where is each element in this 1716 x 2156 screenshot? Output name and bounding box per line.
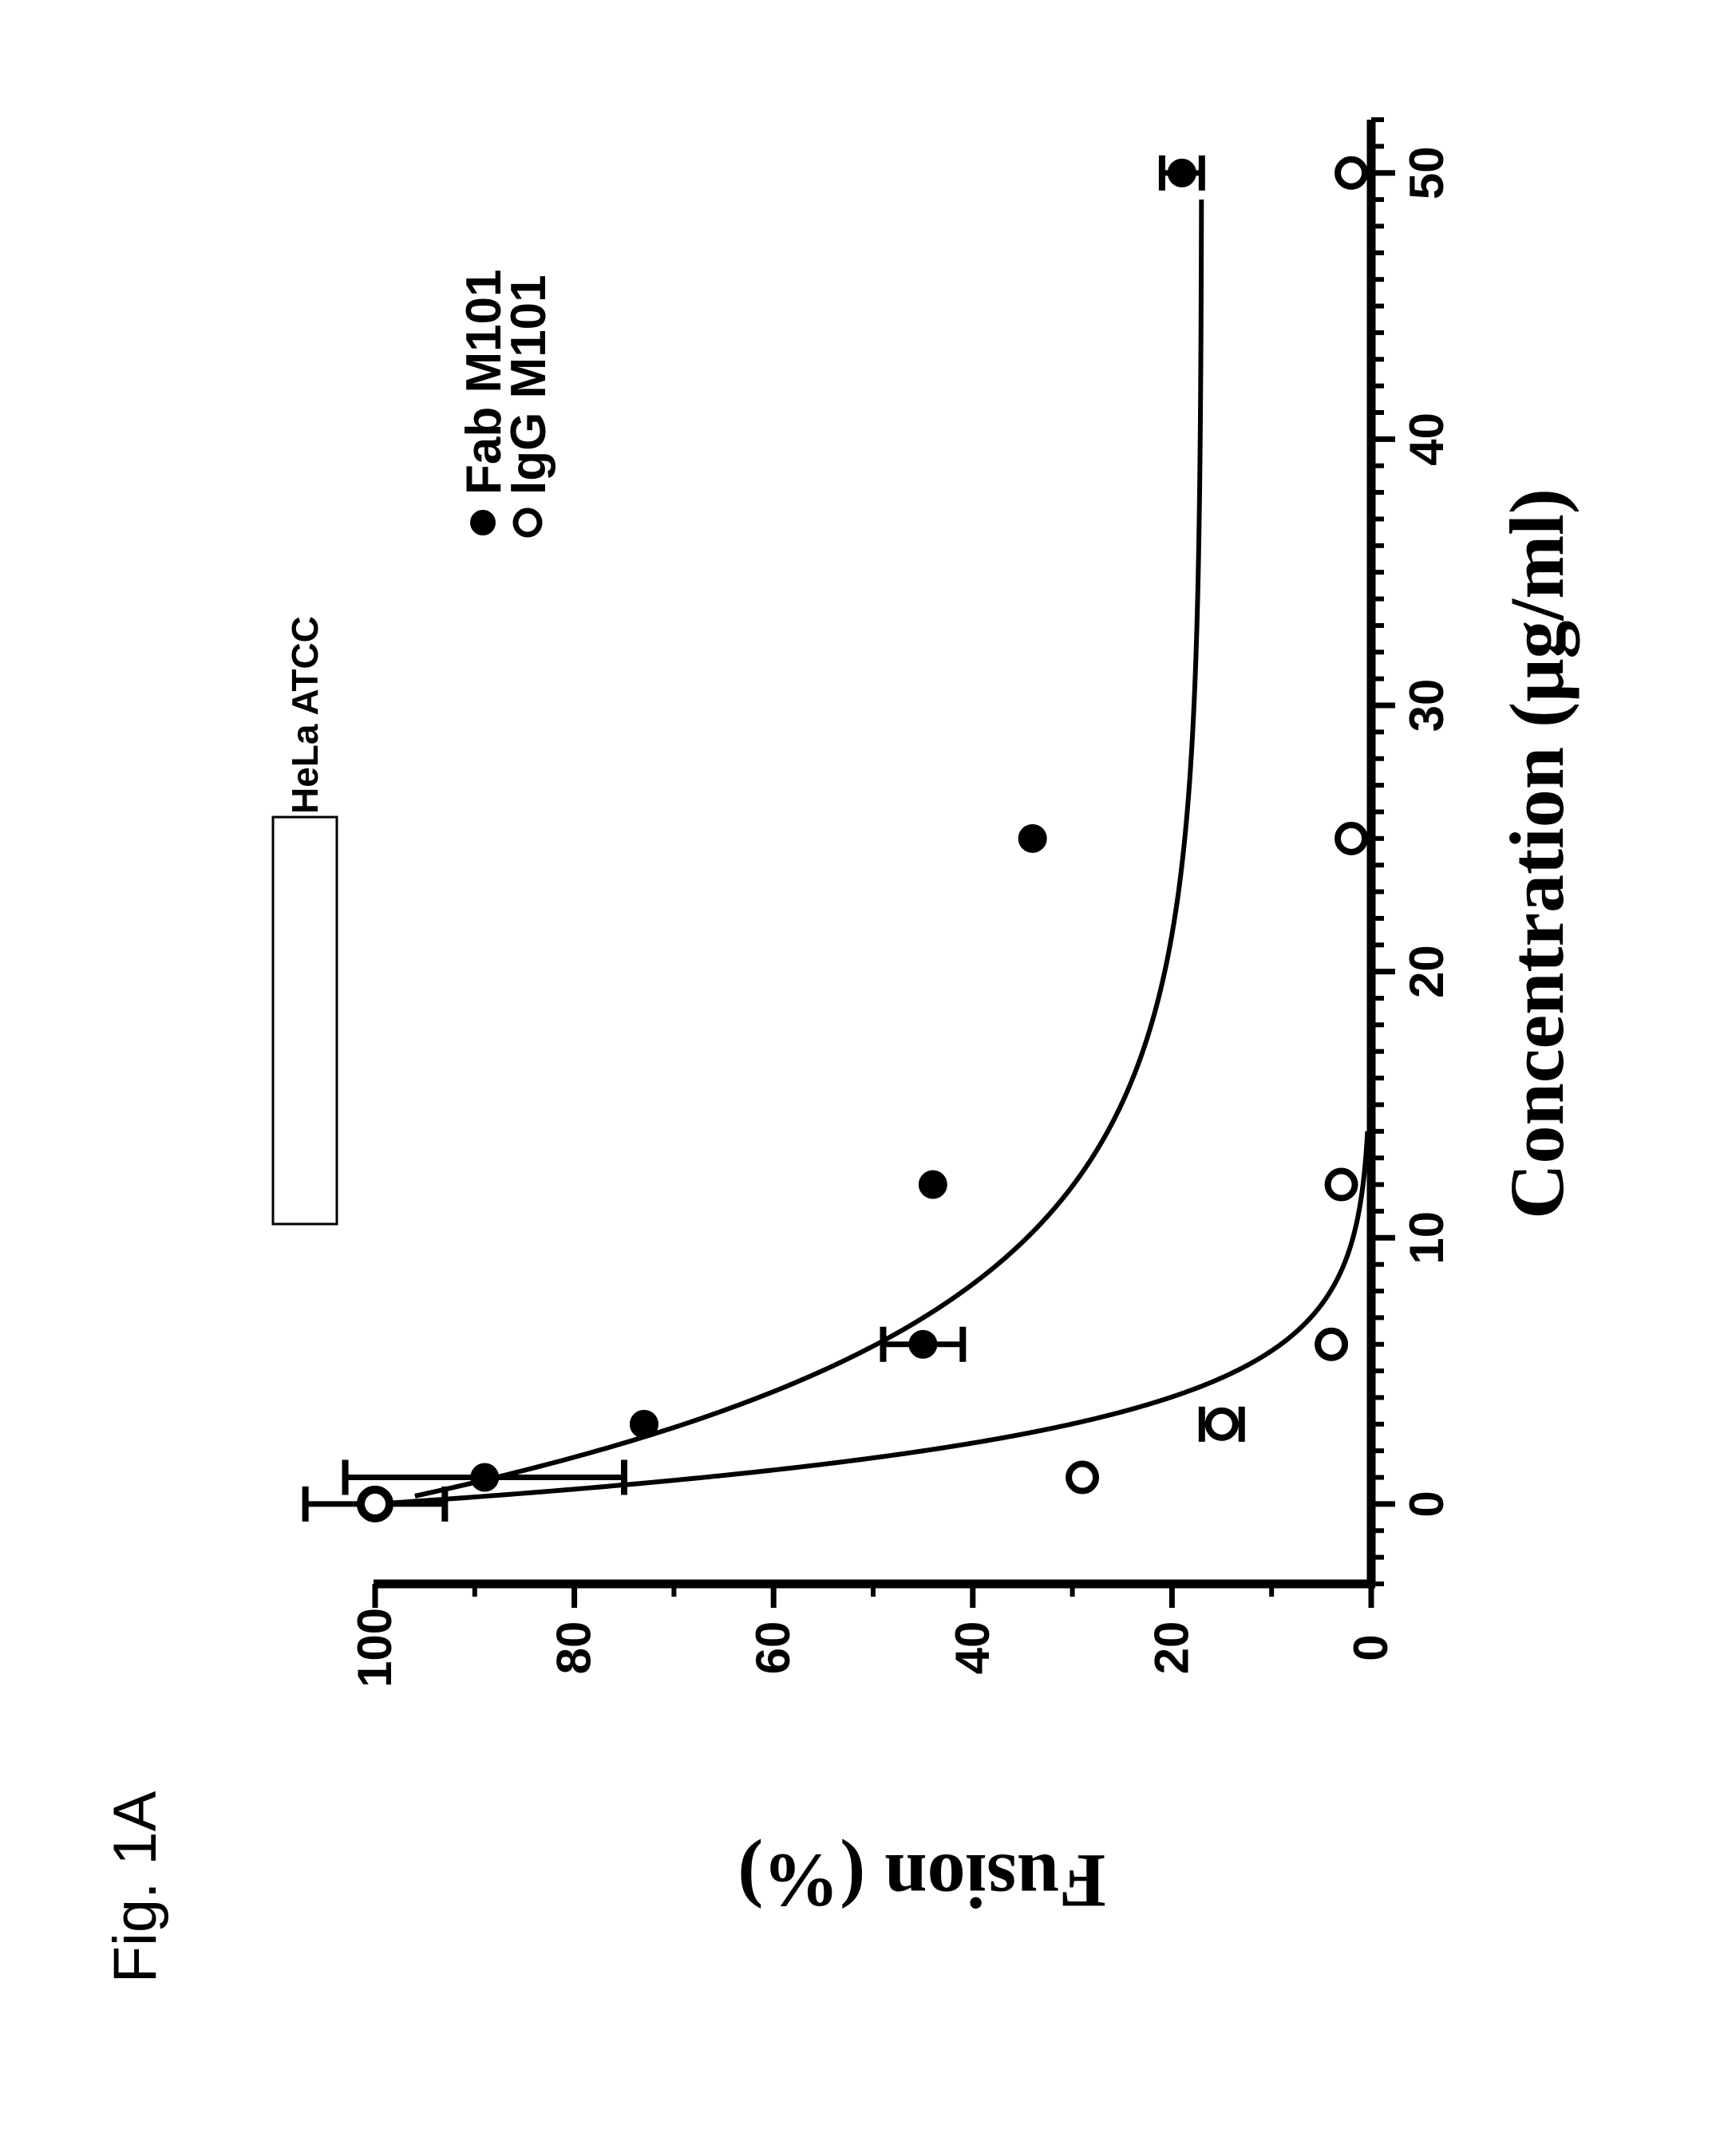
y-tick-label: 40 [946,1621,999,1675]
x-tick-label: 40 [1400,413,1453,466]
igg-data-point [1328,1171,1355,1198]
fab-data-point [1168,160,1196,187]
legend-label: IgG M101 [501,274,556,495]
x-tick-label: 30 [1400,679,1453,732]
igg-data-point [1318,1331,1345,1358]
inset-label: HeLa ATCC [284,616,326,814]
y-tick-label: 60 [746,1621,800,1675]
igg-data-point [1338,825,1365,852]
igg-data-point [1338,160,1365,187]
inset-rectangle [273,817,337,1224]
igg-data-point [1069,1464,1096,1491]
fab-data-point [919,1171,947,1198]
legend-marker-igg [516,511,540,535]
x-tick-label: 20 [1400,945,1453,998]
x-tick-label: 50 [1400,146,1453,199]
y-tick-label: 20 [1145,1621,1198,1675]
legend-marker-fab [471,511,495,535]
x-axis-title: Concentration (μg/ml) [1494,488,1580,1219]
fit-curve-igg [375,1131,1367,1504]
x-tick-label: 10 [1400,1211,1453,1265]
igg-data-point [362,1491,389,1518]
y-axis-title: Fusion (%) [737,1838,1105,1924]
y-tick-label: 100 [348,1608,401,1688]
error-bars [306,156,1242,1522]
fab-data-point [1019,825,1046,852]
figure-label: Fig. 1A [101,1791,169,1983]
x-tick-label: 0 [1400,1491,1453,1517]
fab-data-point [909,1331,936,1358]
y-tick-label: 80 [548,1621,601,1675]
fab-data-point [471,1464,498,1491]
legend: Fab M101IgG M101 [457,269,556,535]
y-tick-label: 0 [1344,1634,1398,1660]
chart-plot: 0 10 20 30 40 50 0 20 40 60 80 100 Concentration (μ… [273,120,1580,1924]
inset-box: HeLa ATCC [273,616,337,1224]
fab-data-point [631,1411,658,1438]
igg-data-point [1208,1411,1236,1438]
